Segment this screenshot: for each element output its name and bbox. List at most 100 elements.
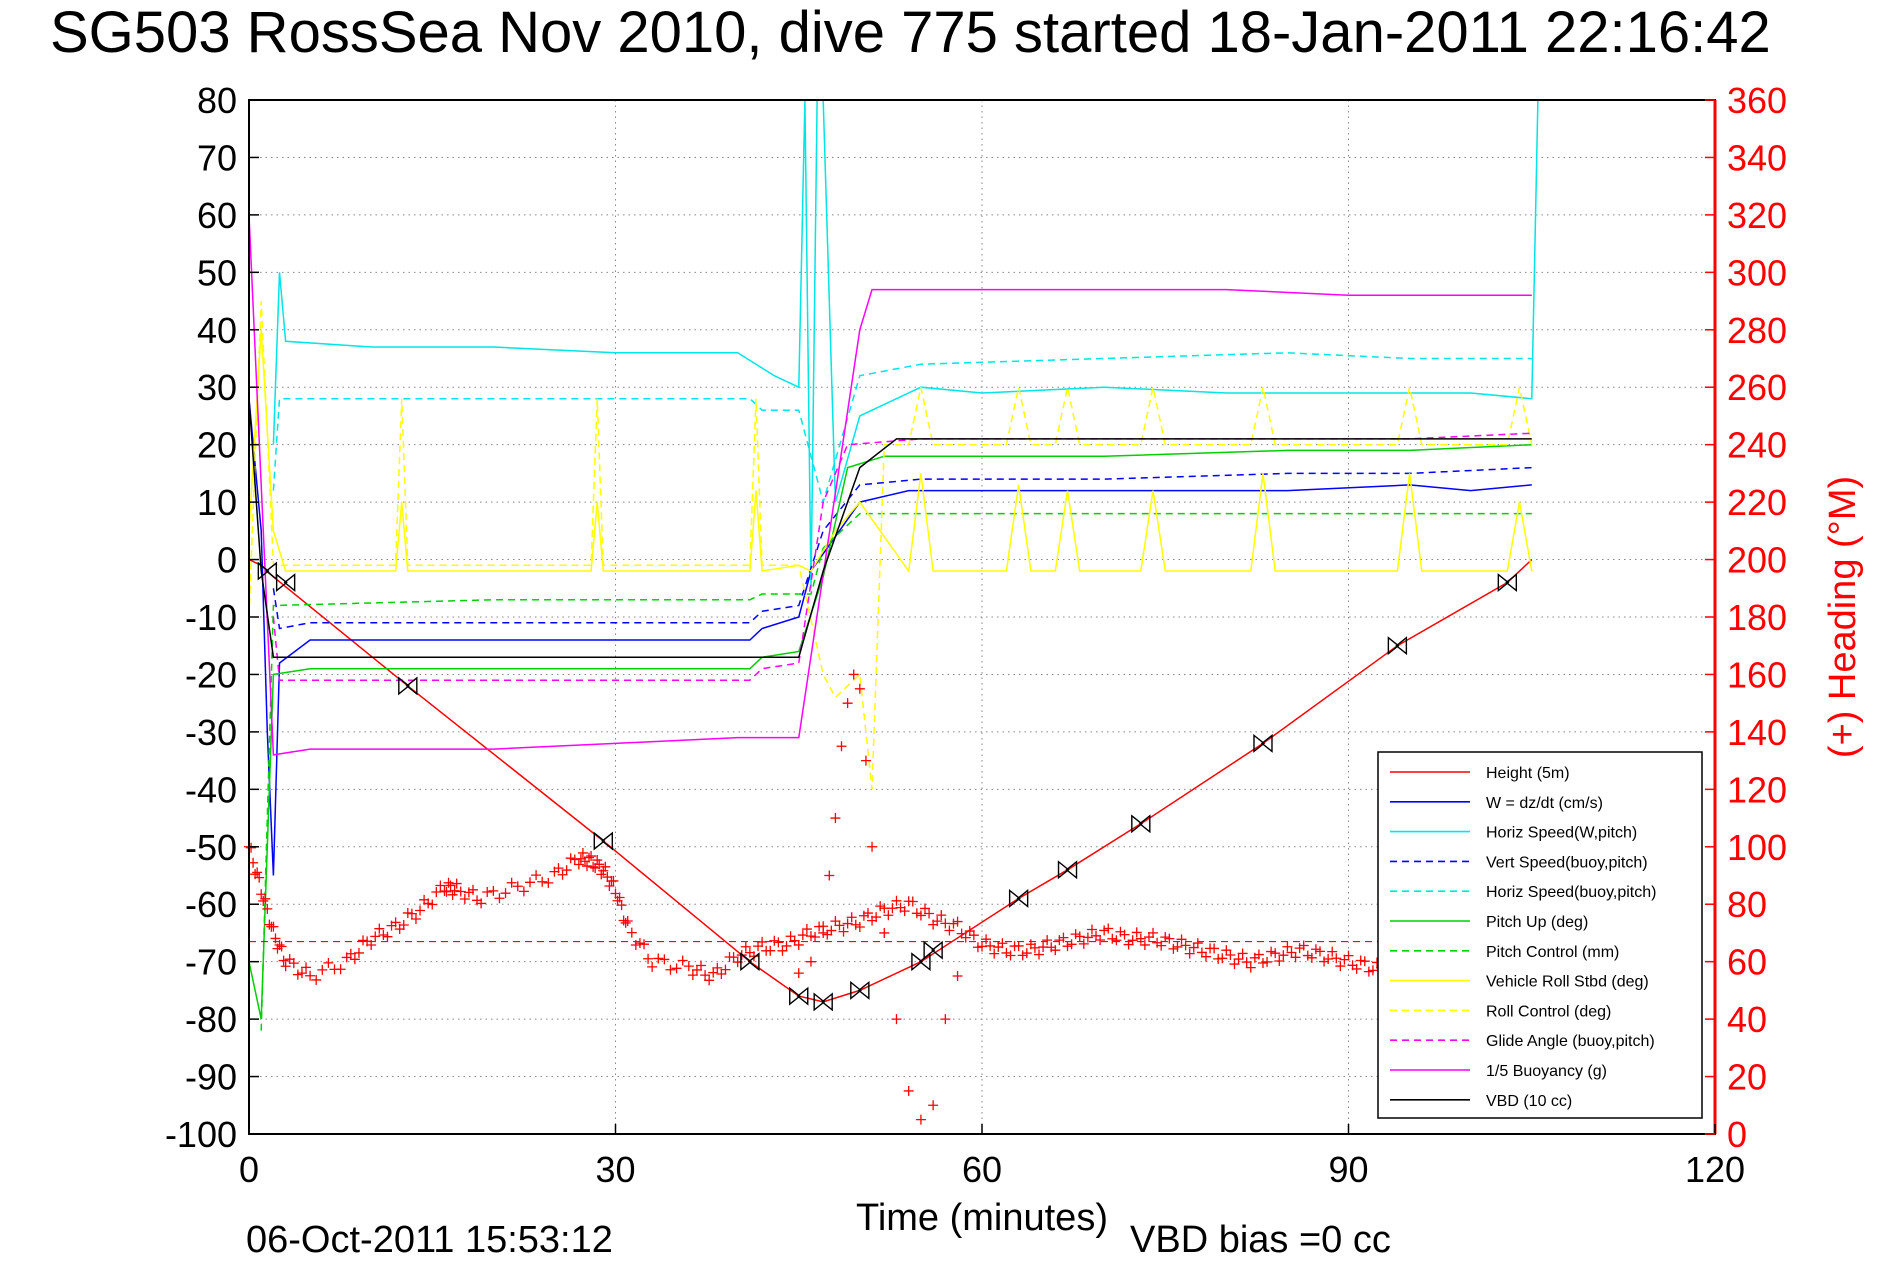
heading-point	[398, 920, 409, 931]
y-tick-label: -90	[185, 1057, 237, 1098]
heading-point	[1127, 935, 1138, 946]
heading-point	[441, 886, 452, 897]
heading-point	[311, 974, 322, 985]
heading-point	[740, 941, 751, 952]
heading-point	[1209, 943, 1220, 954]
y-right-tick-label: 340	[1727, 137, 1787, 178]
heading-point	[268, 921, 279, 932]
heading-point	[1343, 950, 1354, 961]
heading-point	[592, 855, 603, 866]
heading-point	[964, 926, 975, 937]
heading-point	[1310, 944, 1321, 955]
x-tick-label: 30	[595, 1149, 635, 1190]
heading-point	[1066, 939, 1077, 950]
heading-point	[292, 969, 303, 980]
height-marker	[740, 952, 760, 972]
heading-point	[830, 813, 841, 824]
series-line-9	[248, 301, 1533, 790]
x-tick-label: 120	[1685, 1149, 1745, 1190]
height-marker	[275, 573, 296, 592]
heading-point	[1306, 952, 1317, 963]
heading-point	[1021, 948, 1032, 959]
heading-point	[696, 960, 707, 971]
series-line-7	[260, 512, 1532, 1031]
heading-point	[789, 935, 800, 946]
height-marker	[789, 986, 809, 1006]
heading-point	[439, 886, 450, 897]
heading-point	[518, 886, 529, 897]
heading-point	[1180, 940, 1191, 951]
y-tick-label: -70	[185, 942, 237, 983]
heading-point	[252, 867, 263, 878]
heading-point	[960, 932, 971, 943]
height-marker	[1131, 814, 1151, 834]
heading-point	[447, 889, 458, 900]
heading-point	[1119, 929, 1130, 940]
heading-point	[647, 961, 658, 972]
heading-point	[1143, 932, 1154, 943]
height-marker	[923, 940, 943, 960]
heading-point	[614, 892, 625, 903]
y-tick-label: 10	[197, 482, 237, 523]
heading-point	[810, 931, 821, 942]
x-tick-label: 60	[962, 1149, 1002, 1190]
y-right-tick-label: 240	[1727, 425, 1787, 466]
legend-label: Roll Control (deg)	[1486, 1003, 1611, 1020]
heading-point	[445, 880, 456, 891]
heading-point	[708, 967, 719, 978]
heading-point	[834, 920, 845, 931]
heading-point	[258, 895, 269, 906]
height-marker	[398, 676, 418, 696]
heading-point	[616, 900, 627, 911]
heading-point	[1135, 933, 1146, 944]
heading-point	[665, 964, 676, 975]
heading-point	[956, 928, 967, 939]
heading-point	[1029, 942, 1040, 953]
y-right-tick-label: 220	[1727, 482, 1787, 523]
heading-point	[1095, 934, 1106, 945]
y-right-tick-label: 280	[1727, 310, 1787, 351]
legend-label: Height (5m)	[1486, 765, 1570, 782]
heading-point	[773, 937, 784, 948]
heading-point	[410, 914, 421, 925]
y-tick-label: -100	[165, 1114, 237, 1155]
y-right-tick-label: 120	[1727, 769, 1787, 810]
heading-point	[793, 968, 804, 979]
heading-point	[1062, 941, 1073, 952]
heading-point	[1054, 935, 1065, 946]
heading-point	[604, 880, 615, 891]
heading-point	[850, 919, 861, 930]
height-marker	[813, 992, 833, 1012]
heading-point	[691, 964, 702, 975]
heading-point	[919, 903, 930, 914]
heading-point	[822, 929, 833, 940]
heading-point	[378, 929, 389, 940]
heading-point	[345, 948, 356, 959]
series-line-5	[272, 352, 1532, 505]
heading-point	[903, 1085, 914, 1096]
heading-point	[871, 912, 882, 923]
y-right-tick-label: 200	[1727, 540, 1787, 581]
heading-point	[1164, 933, 1175, 944]
x-tick-label: 0	[239, 1149, 259, 1190]
series-line-10	[272, 432, 1532, 681]
heading-point	[374, 923, 385, 934]
heading-point	[653, 953, 664, 964]
heading-point	[1111, 935, 1122, 946]
heading-point	[952, 971, 963, 982]
heading-point	[406, 908, 417, 919]
heading-point	[687, 970, 698, 981]
heading-point	[323, 957, 334, 968]
heading-point	[382, 931, 393, 942]
y-right-tick-label: 80	[1727, 884, 1767, 925]
heading-point	[643, 953, 654, 964]
heading-point	[463, 887, 474, 898]
y-right-tick-label: 180	[1727, 597, 1787, 638]
heading-point	[626, 927, 637, 938]
y-tick-label: -20	[185, 654, 237, 695]
heading-point	[915, 1114, 926, 1125]
legend-label: 1/5 Buoyancy (g)	[1486, 1063, 1607, 1080]
heading-point	[459, 893, 470, 904]
heading-point	[712, 962, 723, 973]
